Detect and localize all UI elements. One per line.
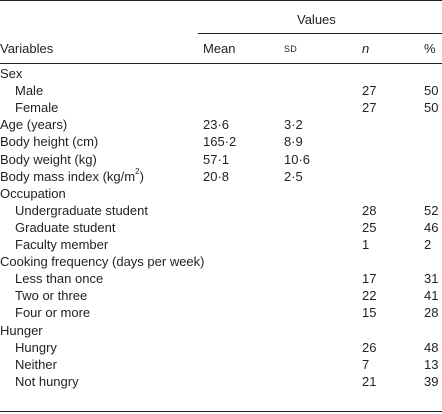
row-label: Two or three	[15, 288, 88, 304]
variables-header: Variables	[0, 41, 54, 56]
row-label: Body weight (kg)	[0, 151, 97, 167]
row-label: Faculty member	[15, 237, 109, 252]
cell-pct: 50	[424, 83, 439, 99]
row-label: Sex	[0, 66, 23, 81]
cell-mean: 57·1	[203, 151, 230, 167]
cell-mean: 20·8	[203, 168, 230, 184]
row-label: Hunger	[0, 322, 43, 338]
row-label: Not hungry	[15, 373, 79, 389]
cell-pct: 39	[424, 373, 439, 389]
values-rule	[198, 33, 442, 34]
n-header: n	[362, 41, 370, 56]
cell-sd: 8·9	[284, 134, 303, 150]
bottom-rule	[0, 411, 442, 412]
cell-n: 15	[362, 305, 377, 321]
cell-n: 17	[362, 271, 377, 287]
cell-n: 22	[362, 288, 377, 304]
row-label: Occupation	[0, 185, 66, 201]
cell-mean: 23·6	[203, 117, 230, 133]
cell-sd: 2·5	[284, 168, 303, 184]
cell-sd: 3·2	[284, 117, 303, 133]
cell-n: 7	[362, 356, 370, 372]
cell-pct: 28	[424, 305, 439, 321]
row-label: Body height (cm)	[0, 134, 99, 150]
cell-n: 25	[362, 219, 377, 235]
row-label: Neither	[15, 356, 57, 372]
cell-pct: 52	[424, 202, 439, 218]
row-label: Age (years)	[0, 117, 68, 133]
top-rule	[0, 0, 442, 1]
row-label: Female	[15, 100, 59, 116]
cell-pct: 41	[424, 288, 439, 304]
values-header: Values	[297, 12, 336, 27]
cell-n: 27	[362, 83, 377, 99]
header-rule	[0, 63, 442, 64]
row-label: Four or more	[15, 305, 91, 321]
cell-sd: 10·6	[284, 151, 311, 167]
cell-pct: 48	[424, 339, 439, 355]
cell-pct: 46	[424, 219, 439, 235]
row-label: Hungry	[15, 339, 57, 355]
row-label: Graduate student	[15, 219, 116, 235]
row-label: Undergraduate student	[15, 202, 148, 218]
row-label: Cooking frequency (days per week)	[0, 254, 205, 270]
row-label: Less than once	[15, 271, 104, 287]
sd-header: SD	[284, 44, 298, 54]
cell-pct: 50	[424, 100, 439, 116]
mean-header: Mean	[203, 41, 236, 56]
row-label: Body mass index (kg/m2)	[0, 167, 144, 184]
cell-n: 27	[362, 100, 377, 116]
cell-mean: 165·2	[203, 134, 237, 150]
cell-n: 21	[362, 373, 377, 389]
row-label: Male	[15, 83, 44, 99]
cell-n: 1	[362, 237, 370, 252]
cell-pct: 13	[424, 356, 439, 372]
cell-pct: 31	[424, 271, 439, 287]
cell-pct: 2	[424, 237, 432, 252]
cell-n: 26	[362, 339, 377, 355]
cell-n: 28	[362, 202, 377, 218]
pct-header: %	[424, 41, 436, 56]
